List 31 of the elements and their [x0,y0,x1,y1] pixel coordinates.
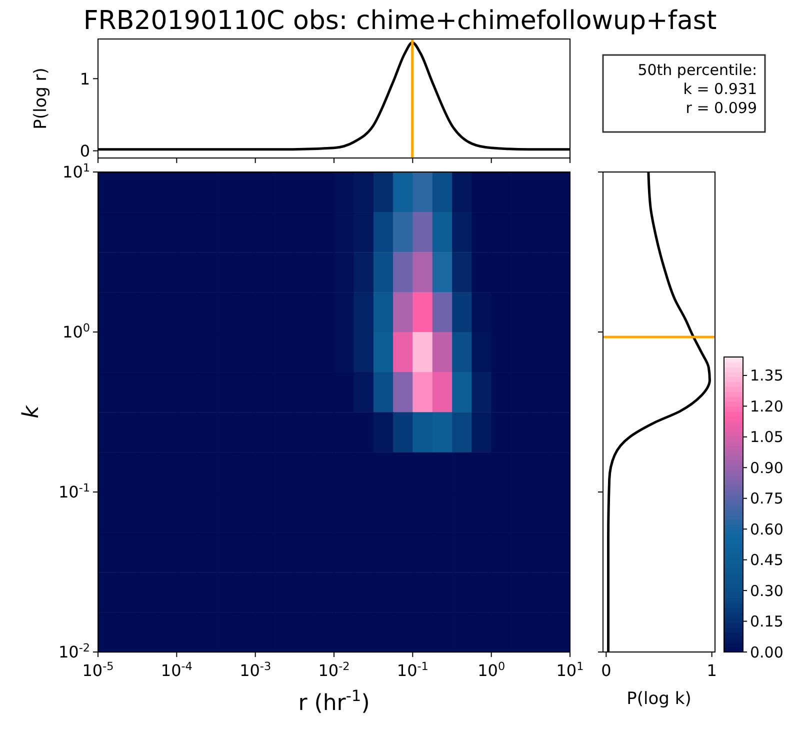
color-bar-label: 0.15 [750,612,784,631]
x-tick-label: 10$^{-4}$ [160,660,192,680]
y-tick-label: 1 [80,69,90,88]
color-bar-label: 0.45 [750,551,784,570]
x-tick-label: 10$^{-1}$ [396,660,428,680]
x-axis-title: r (hr$^{-1}$) [298,687,370,716]
y-axis-title: P(log r) [31,68,51,130]
x-tick-label: 10$^{-5}$ [82,660,114,680]
x-tick-label: 10$^{-2}$ [318,660,350,680]
x-tick-label: 10$^{1}$ [556,660,584,680]
y-axis-title: k [19,404,44,418]
color-bar-label: 1.05 [750,428,784,446]
chart-title: FRB20190110C obs: chime+chimefollowup+fast [83,6,717,36]
y-tick-label: 10$^{-1}$ [58,481,90,502]
color-bar-label: 0.30 [750,582,784,600]
x-axis-title: P(log k) [626,689,692,709]
color-bar-label: 1.20 [750,397,784,416]
x-tick-label: 1 [706,661,717,680]
color-bar-label: 0.90 [750,458,784,477]
y-tick-label: 0 [80,141,90,160]
text: 50th percentile: k = 0.931 r = 0.099 [638,61,757,117]
color-bar-label: 0.60 [750,520,784,538]
color-bar-label: 1.35 [750,366,784,385]
y-tick-label: 10$^{1}$ [62,161,90,182]
y-tick-label: 10$^{-2}$ [58,641,90,662]
color-bar-label: 0.00 [750,643,784,662]
color-bar-label: 0.75 [750,490,784,508]
y-tick-label: 10$^{0}$ [62,321,90,342]
x-tick-label: 10$^{0}$ [478,660,506,680]
x-tick-label: 0 [601,661,612,680]
x-tick-label: 10$^{-3}$ [240,660,272,680]
